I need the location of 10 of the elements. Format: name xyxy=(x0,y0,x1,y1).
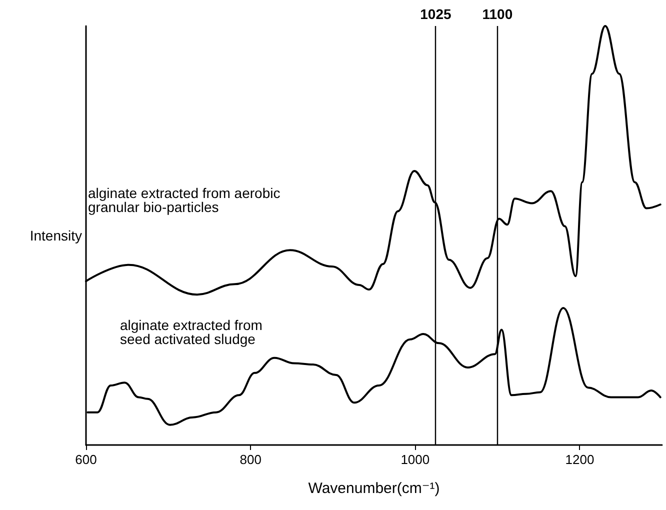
text: alginate extracted from aerobic granular bio-particles xyxy=(88,185,284,215)
x-tick-label: 800 xyxy=(240,452,262,467)
x-tick-label: 600 xyxy=(75,452,97,467)
x-tick-label: 1000 xyxy=(400,452,430,467)
x-tick-label: 1200 xyxy=(565,452,594,467)
series-label: alginate extracted from seed activated sludge xyxy=(120,317,266,347)
ref-line-label: 1100 xyxy=(482,6,513,22)
y-axis-title: Intensity xyxy=(30,228,82,244)
ref-line-label: 1025 xyxy=(420,6,452,22)
x-axis-title: Wavenumber(cm⁻¹) xyxy=(308,480,440,497)
